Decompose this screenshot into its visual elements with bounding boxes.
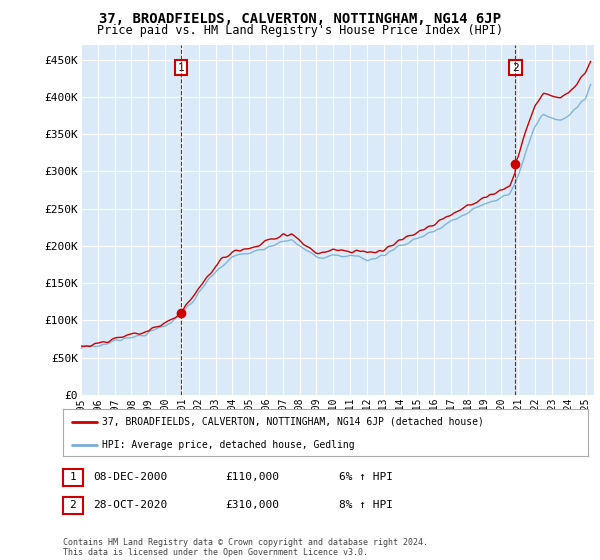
Text: £310,000: £310,000 xyxy=(225,500,279,510)
Text: 37, BROADFIELDS, CALVERTON, NOTTINGHAM, NG14 6JP: 37, BROADFIELDS, CALVERTON, NOTTINGHAM, … xyxy=(99,12,501,26)
Text: 37, BROADFIELDS, CALVERTON, NOTTINGHAM, NG14 6JP (detached house): 37, BROADFIELDS, CALVERTON, NOTTINGHAM, … xyxy=(103,417,484,427)
Text: 2: 2 xyxy=(70,500,76,510)
Text: 8% ↑ HPI: 8% ↑ HPI xyxy=(339,500,393,510)
Text: 1: 1 xyxy=(178,63,184,73)
Text: £110,000: £110,000 xyxy=(225,472,279,482)
Text: Price paid vs. HM Land Registry's House Price Index (HPI): Price paid vs. HM Land Registry's House … xyxy=(97,24,503,37)
Text: HPI: Average price, detached house, Gedling: HPI: Average price, detached house, Gedl… xyxy=(103,440,355,450)
Text: 1: 1 xyxy=(70,472,76,482)
Text: 28-OCT-2020: 28-OCT-2020 xyxy=(93,500,167,510)
Text: 2: 2 xyxy=(512,63,519,73)
Text: 08-DEC-2000: 08-DEC-2000 xyxy=(93,472,167,482)
Text: Contains HM Land Registry data © Crown copyright and database right 2024.
This d: Contains HM Land Registry data © Crown c… xyxy=(63,538,428,557)
Text: 6% ↑ HPI: 6% ↑ HPI xyxy=(339,472,393,482)
